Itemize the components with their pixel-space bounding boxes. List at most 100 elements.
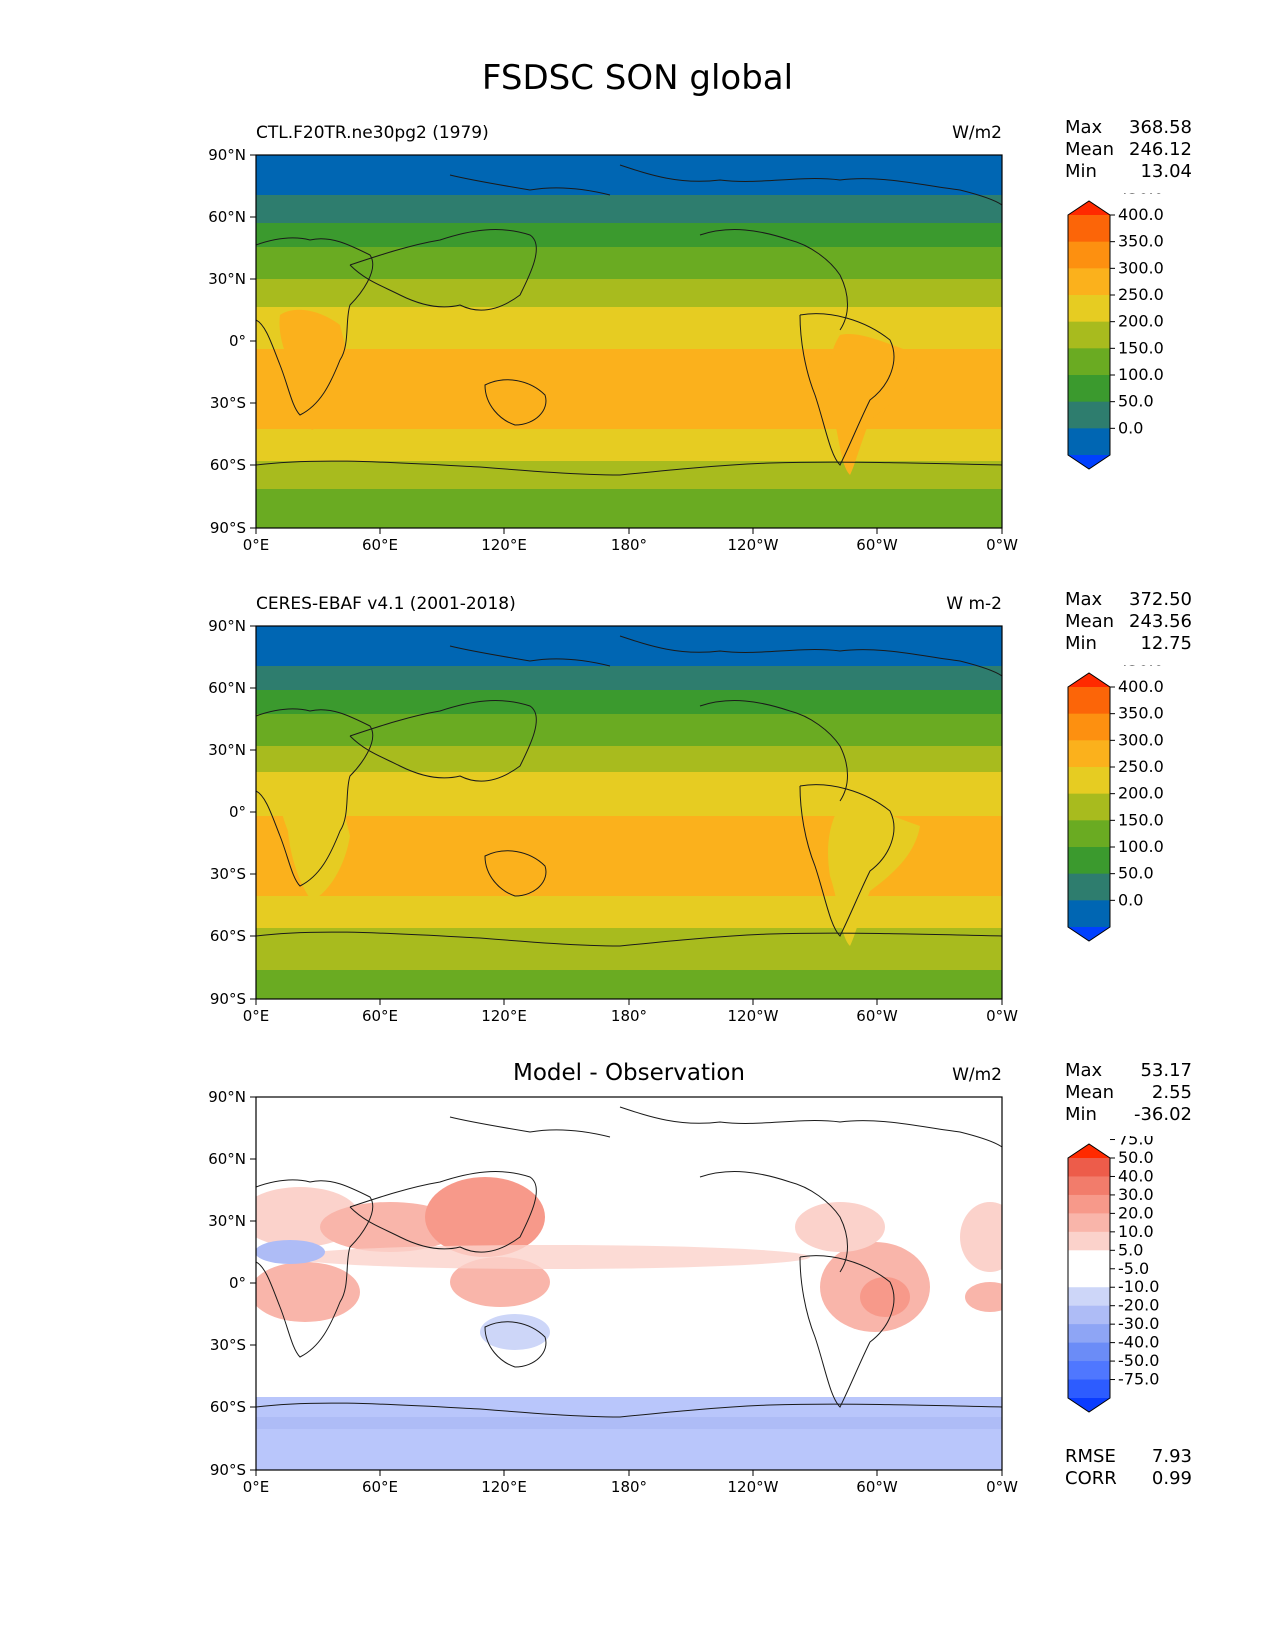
- stat-mean-label: Mean: [1065, 1082, 1115, 1103]
- x-tick: 120°E: [481, 1007, 527, 1025]
- colorbar-label: 300.0: [1118, 730, 1164, 749]
- corr-value: 0.99: [1151, 1468, 1192, 1489]
- stat-max-value: 53.17: [1140, 1060, 1192, 1081]
- y-tick: 30°N: [208, 1212, 246, 1230]
- x-tick: 0°W: [986, 1007, 1018, 1025]
- stat-mean-value: 2.55: [1151, 1082, 1192, 1103]
- colorbar-extension-bottom: [1068, 455, 1110, 469]
- colorbar-label: 350.0: [1118, 704, 1164, 723]
- colorbar-label: -75.0: [1118, 1370, 1159, 1389]
- colorbar-segment: [1068, 847, 1110, 875]
- colorbar-segment: [1068, 793, 1110, 821]
- x-tick: 60°E: [362, 1478, 398, 1496]
- y-tick: 30°N: [208, 270, 246, 288]
- colorbar-label: 50.0: [1118, 864, 1154, 883]
- colorbar-outline: [1067, 672, 1111, 942]
- stat-max-value: 372.50: [1129, 589, 1192, 610]
- x-tick: 0°W: [986, 536, 1018, 554]
- panel-left-title: CERES-EBAF v4.1 (2001-2018): [256, 594, 516, 614]
- panel-units: W/m2: [952, 123, 1002, 143]
- colorbar-segment: [1068, 401, 1110, 429]
- colorbar-segment: [1068, 1250, 1110, 1270]
- stat-min-value: 13.04: [1140, 161, 1192, 182]
- y-tick: 90°S: [210, 990, 246, 1008]
- stat-mean-value: 243.56: [1129, 611, 1192, 632]
- colorbar-segment: [1068, 820, 1110, 848]
- colorbar-extension-bottom: [1068, 1398, 1110, 1412]
- stat-min-value: -36.02: [1133, 1104, 1192, 1125]
- colorbar-segment: [1068, 740, 1110, 768]
- stat-min-label: Min: [1065, 1104, 1097, 1125]
- stat-mean-label: Mean: [1065, 139, 1115, 160]
- rmse-label: RMSE: [1065, 1446, 1116, 1467]
- x-tick: 60°W: [856, 1478, 898, 1496]
- colorbar-label: 0.0: [1118, 418, 1143, 437]
- y-tick: 30°S: [210, 394, 246, 412]
- y-tick: 90°N: [208, 1088, 246, 1106]
- map-panel-model: 90°N 60°N 30°N 0° 30°S 60°S 90°S 0°E 60°…: [208, 146, 1018, 554]
- colorbar-label: 250.0: [1118, 757, 1164, 776]
- colorbar-segment: [1068, 1268, 1110, 1288]
- colorbar-extension-bottom: [1068, 927, 1110, 941]
- x-tick: 120°W: [728, 1478, 779, 1496]
- stat-mean-label: Mean: [1065, 611, 1115, 632]
- colorbar-label: 40.0: [1118, 1166, 1154, 1185]
- x-tick: 60°E: [362, 1007, 398, 1025]
- map-panel-obs: 90°N 60°N 30°N 0° 30°S 60°S 90°S 0°E 60°…: [208, 617, 1018, 1025]
- y-tick: 0°: [229, 332, 246, 350]
- x-tick: 60°W: [856, 536, 898, 554]
- colorbar-diff: -75.0-50.0-40.0-30.0-20.0-10.0-5.05.010.…: [1067, 1136, 1159, 1413]
- panel-units: W m-2: [946, 594, 1002, 614]
- colorbar-segment: [1068, 348, 1110, 376]
- stat-min-label: Min: [1065, 633, 1097, 654]
- corr-label: CORR: [1065, 1468, 1117, 1489]
- colorbar-segment: [1068, 713, 1110, 741]
- colorbar-label: 450.0: [1118, 193, 1164, 197]
- x-tick: 0°E: [243, 1478, 270, 1496]
- x-tick: 60°W: [856, 1007, 898, 1025]
- colorbar-label: 30.0: [1118, 1185, 1154, 1204]
- colorbar-extension-top: [1068, 673, 1110, 687]
- stat-max-label: Max: [1065, 589, 1103, 610]
- colorbar-label: 450.0: [1118, 665, 1164, 669]
- colorbar-segment: [1068, 268, 1110, 296]
- colorbar-label: 20.0: [1118, 1203, 1154, 1222]
- stat-max-label: Max: [1065, 1060, 1103, 1081]
- y-tick: 60°N: [208, 1150, 246, 1168]
- colorbar-model: 0.0 50.0 100.0 150.0 200.0 250.0 300.0 350.0 400…: [1067, 193, 1164, 470]
- colorbar-label: -20.0: [1118, 1296, 1159, 1315]
- colorbar-segment: [1068, 1176, 1110, 1196]
- colorbar-segment: [1068, 215, 1110, 243]
- colorbar-segment: [1068, 1231, 1110, 1251]
- colorbar-label: 400.0: [1118, 205, 1164, 224]
- colorbar-segment: [1068, 1324, 1110, 1344]
- y-tick: 90°N: [208, 617, 246, 635]
- stat-max-label: Max: [1065, 117, 1103, 138]
- colorbar-label: 350.0: [1118, 232, 1164, 251]
- colorbar-label: 150.0: [1118, 810, 1164, 829]
- x-tick: 0°W: [986, 1478, 1018, 1496]
- panel-left-title: CTL.F20TR.ne30pg2 (1979): [256, 123, 489, 143]
- colorbar-segment: [1068, 1158, 1110, 1177]
- y-tick: 30°N: [208, 741, 246, 759]
- y-tick: 60°N: [208, 208, 246, 226]
- colorbar-segment: [1068, 1361, 1110, 1381]
- stat-min-label: Min: [1065, 161, 1097, 182]
- colorbar-segment: [1068, 295, 1110, 323]
- colorbar-segment: [1068, 873, 1110, 901]
- panel-units: W/m2: [952, 1065, 1002, 1085]
- colorbar-extension-top: [1068, 201, 1110, 215]
- x-tick: 120°E: [481, 536, 527, 554]
- colorbar-segment: [1068, 1194, 1110, 1214]
- y-tick: 90°N: [208, 146, 246, 164]
- x-tick: 180°: [611, 1478, 647, 1496]
- y-tick: 60°S: [210, 1398, 246, 1416]
- colorbar-segment: [1068, 1213, 1110, 1233]
- colorbar-label: -40.0: [1118, 1333, 1159, 1352]
- colorbar-label: 200.0: [1118, 312, 1164, 331]
- colorbar-label: 10.0: [1118, 1222, 1154, 1241]
- colorbar-extension-top: [1068, 1144, 1110, 1158]
- y-tick: 90°S: [210, 519, 246, 537]
- colorbar-segment: [1068, 375, 1110, 403]
- map-panel-diff: 90°N 60°N 30°N 0° 30°S 60°S 90°S 0°E 60°…: [208, 1088, 1018, 1496]
